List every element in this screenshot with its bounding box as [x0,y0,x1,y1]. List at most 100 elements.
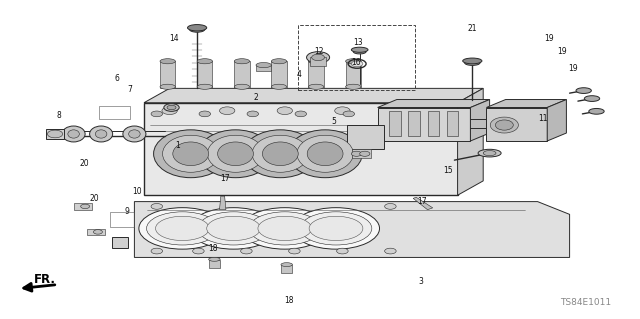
Text: 15: 15 [443,166,453,175]
Circle shape [199,111,211,117]
Ellipse shape [129,130,140,138]
Text: 19: 19 [557,47,567,56]
Bar [428,111,439,136]
Polygon shape [458,88,483,195]
Ellipse shape [154,130,228,178]
Bar [209,260,220,268]
Ellipse shape [288,130,362,178]
Bar [87,229,105,235]
Text: FR.: FR. [34,273,56,286]
Ellipse shape [207,216,260,241]
Bar [74,203,92,210]
Text: 7: 7 [127,85,132,94]
Ellipse shape [584,96,600,101]
Bar [486,108,547,141]
Bar [281,265,292,273]
Ellipse shape [307,142,343,166]
Circle shape [385,248,396,254]
Polygon shape [220,196,226,210]
Text: 18: 18 [208,244,217,253]
Bar [447,111,458,136]
Circle shape [151,248,163,254]
Ellipse shape [346,59,361,64]
Ellipse shape [160,84,175,89]
Text: 3: 3 [419,277,424,286]
Bar [352,149,371,158]
Ellipse shape [353,49,366,54]
Circle shape [162,107,177,115]
Text: 14: 14 [169,34,179,43]
Circle shape [247,111,259,117]
Circle shape [392,107,408,115]
Bar [310,57,326,66]
Ellipse shape [209,257,220,261]
Text: 16: 16 [351,58,361,67]
Ellipse shape [234,59,250,64]
Ellipse shape [123,126,146,142]
Circle shape [167,105,176,110]
Text: TS84E1011: TS84E1011 [560,298,611,307]
Bar [110,212,134,227]
Bar [112,237,128,248]
Ellipse shape [463,58,482,64]
Text: 18: 18 [285,296,294,305]
Circle shape [220,107,235,115]
Bar [389,111,401,136]
Ellipse shape [198,130,273,178]
Text: 4: 4 [297,70,302,79]
Circle shape [351,151,362,156]
Ellipse shape [258,216,312,241]
Ellipse shape [90,126,113,142]
Ellipse shape [256,63,271,68]
Circle shape [312,54,324,61]
Ellipse shape [160,59,175,64]
Ellipse shape [197,59,212,64]
Polygon shape [470,100,490,141]
Text: 11: 11 [538,114,547,123]
Polygon shape [144,88,483,103]
Text: 17: 17 [417,197,428,206]
Ellipse shape [346,84,361,89]
Ellipse shape [589,108,604,114]
Ellipse shape [351,47,368,52]
Circle shape [93,230,102,234]
Bar [46,129,64,139]
Text: 2: 2 [253,93,259,102]
Ellipse shape [163,135,219,172]
Ellipse shape [483,151,496,156]
Polygon shape [134,202,570,257]
Ellipse shape [68,130,79,138]
Polygon shape [486,100,566,108]
Bar [271,61,287,88]
Ellipse shape [576,88,591,93]
Circle shape [351,61,363,67]
Text: 21: 21 [468,24,477,33]
Ellipse shape [297,135,353,172]
Circle shape [164,104,179,111]
Bar [346,61,361,88]
Text: 17: 17 [220,174,230,182]
Ellipse shape [62,126,85,142]
Ellipse shape [252,135,308,172]
Circle shape [47,130,63,138]
Bar [408,111,420,136]
Ellipse shape [189,26,205,32]
Ellipse shape [308,59,324,64]
Circle shape [360,151,370,156]
Circle shape [391,111,403,117]
Circle shape [151,111,163,117]
Ellipse shape [95,130,107,138]
Circle shape [335,107,350,115]
Polygon shape [547,100,566,141]
Circle shape [241,248,252,254]
Ellipse shape [156,216,209,241]
Circle shape [337,248,348,254]
Text: 19: 19 [544,34,554,43]
Ellipse shape [173,142,209,166]
Circle shape [193,248,204,254]
Ellipse shape [271,84,287,89]
Text: 20: 20 [79,159,90,168]
Ellipse shape [188,25,207,31]
Circle shape [295,111,307,117]
Bar [378,108,470,141]
